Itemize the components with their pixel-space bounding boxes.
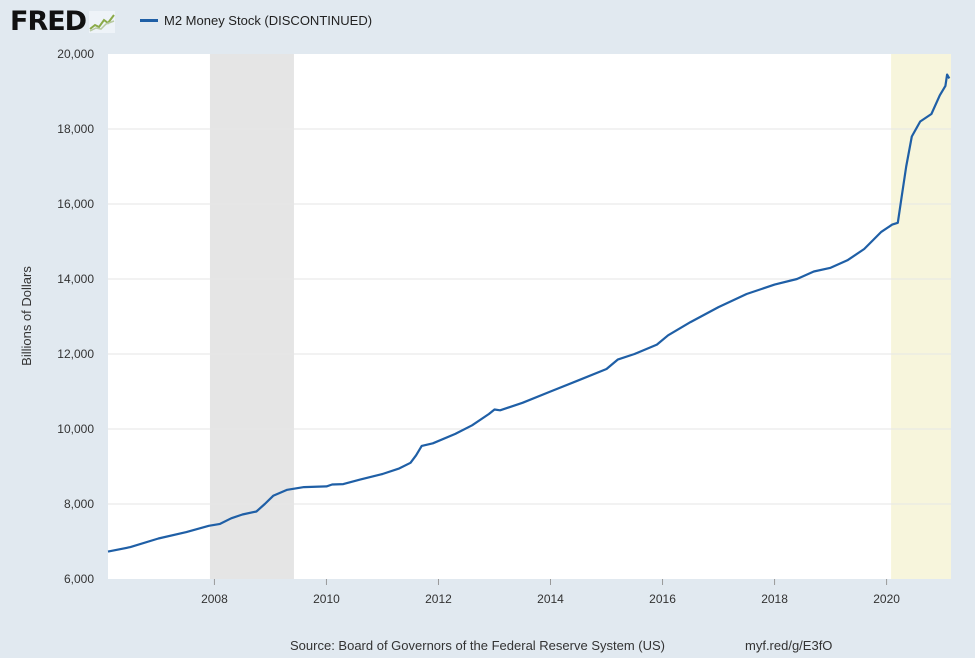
chart: 6,000 8,000 10,000 12,000 14,000 16,000 18,000… [19,47,951,606]
fred-sparkline-icon [89,11,116,33]
header: FRED M2 Money Stock (DISCONTINUED) [0,0,975,46]
footer: Source: Board of Governors of the Federa… [0,634,975,654]
x-tick-labels: 2008 2010 2012 2014 2016 2018 2020 [201,579,900,606]
y-axis-label: Billions of Dollars [19,266,34,366]
y-tick-label: 12,000 [57,347,94,361]
x-tick-label: 2010 [313,592,340,606]
y-tick-label: 16,000 [57,197,94,211]
legend: M2 Money Stock (DISCONTINUED) [140,13,372,28]
legend-label: M2 Money Stock (DISCONTINUED) [164,13,373,28]
highlight-shade [891,54,951,579]
x-tick-label: 2016 [649,592,676,606]
y-tick-label: 18,000 [57,122,94,136]
x-tick-label: 2012 [425,592,452,606]
fred-logo[interactable]: FRED [10,6,116,37]
x-tick-label: 2008 [201,592,228,606]
x-tick-label: 2018 [761,592,788,606]
recession-shade [209,54,294,579]
gridlines [108,128,951,505]
shaded-regions [209,54,951,579]
series-line [107,73,951,553]
y-tick-labels: 6,000 8,000 10,000 12,000 14,000 16,000 18,000… [57,47,94,586]
y-tick-label: 14,000 [57,272,94,286]
fred-logo-text: FRED [10,6,87,37]
legend-swatch [140,19,158,22]
series-group [107,73,951,553]
source-note: Source: Board of Governors of the Federa… [290,638,665,653]
x-tick-label: 2020 [873,592,900,606]
y-tick-label: 8,000 [64,497,94,511]
y-tick-label: 6,000 [64,572,94,586]
short-url-link[interactable]: myf.red/g/E3fO [745,638,833,653]
y-tick-label: 10,000 [57,422,94,436]
x-tick-label: 2014 [537,592,564,606]
y-tick-label: 20,000 [57,47,94,61]
